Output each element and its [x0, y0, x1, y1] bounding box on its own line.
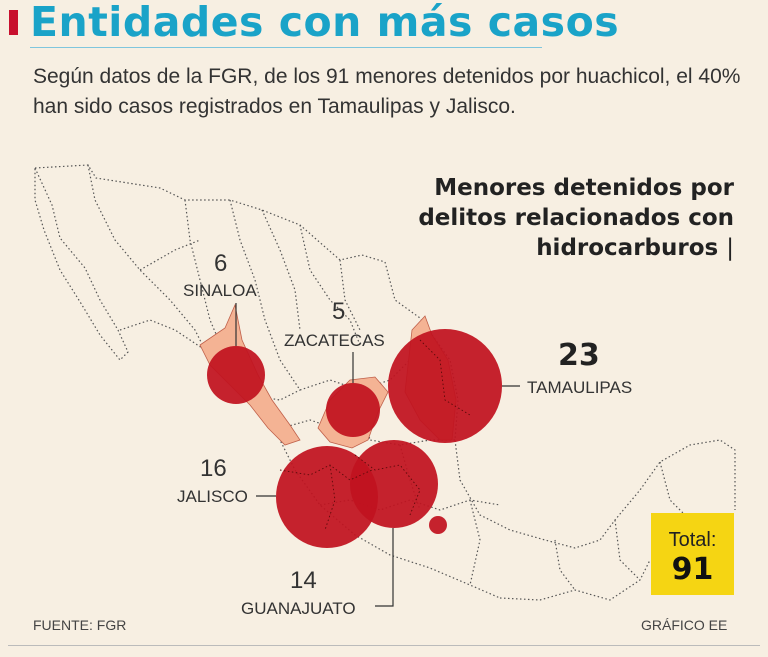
leader-lines	[235, 303, 520, 607]
bubble-tamaulipas	[388, 329, 502, 443]
bubble-guanajuato	[350, 440, 438, 528]
jalisco-count: 16	[200, 455, 227, 482]
title-accent-bar	[9, 10, 18, 35]
total-label: Total:	[668, 529, 717, 551]
graphic-credit: GRÁFICO EE	[641, 617, 728, 633]
sinaloa-count: 6	[214, 250, 228, 277]
tamaulipas-label: TAMAULIPAS	[527, 378, 633, 397]
map-title-suffix: |	[726, 235, 734, 261]
bubble-zacatecas	[326, 383, 380, 437]
map-title: Menores detenidos por delitos relacionad…	[404, 173, 734, 263]
bottom-rule	[8, 645, 760, 646]
title-underline	[30, 47, 542, 48]
total-badge: Total: 91	[651, 513, 734, 595]
bubble-small	[429, 516, 447, 534]
page-title: Entidades con más casos	[30, 0, 620, 46]
bubble-borders	[279, 339, 471, 531]
country-outline	[34, 164, 736, 601]
zacatecas-count: 5	[332, 298, 346, 325]
tamaulipas-count: 23	[558, 338, 600, 373]
jalisco-label: JALISCO	[177, 487, 248, 506]
sinaloa-label: SINALOA	[183, 281, 257, 300]
guanajuato-label: GUANAJUATO	[241, 599, 356, 618]
guanajuato-count: 14	[290, 567, 317, 594]
total-value: 91	[671, 552, 714, 587]
intro-text: Según datos de la FGR, de los 91 menores…	[33, 65, 741, 118]
zacatecas-label: ZACATECAS	[284, 331, 385, 350]
map-title-text: Menores detenidos por delitos relacionad…	[418, 175, 734, 261]
source-credit: FUENTE: FGR	[33, 617, 127, 633]
bubble-sinaloa	[207, 346, 265, 404]
bubbles	[207, 329, 502, 548]
